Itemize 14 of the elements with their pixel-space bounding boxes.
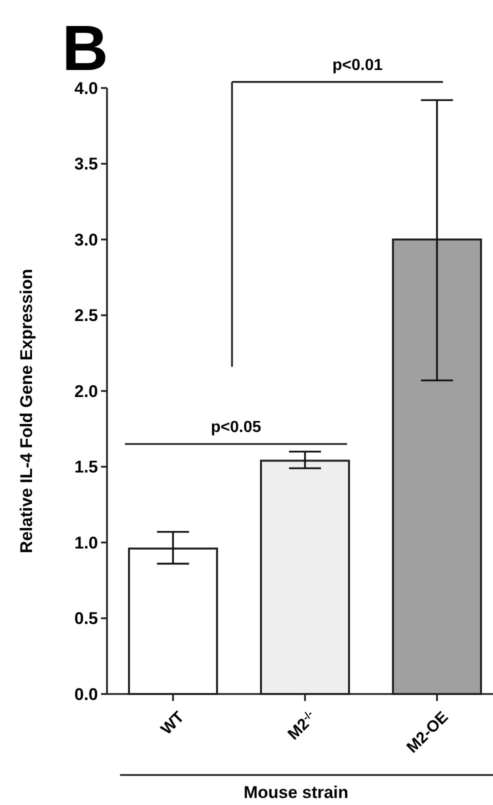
y-tick-label: 2.0 [74,382,98,401]
y-tick-label: 1.0 [74,533,98,552]
y-tick-label: 3.0 [74,230,98,250]
y-tick-label: 4.0 [74,78,98,98]
y-tick-label: 0.0 [74,684,98,704]
y-axis-title: Relative IL-4 Fold Gene Expression [17,268,36,554]
y-tick-label: 1.5 [74,458,98,477]
x-tick-label: WT [158,708,188,738]
x-axis-title: Mouse strain [244,783,348,802]
y-tick-label: 0.5 [74,609,98,628]
annotation: p<0.05 [210,419,262,436]
y-tick-label: 2.5 [74,306,98,326]
y-tick-label: 3.5 [74,154,98,174]
text: p<0.01 [332,56,383,74]
